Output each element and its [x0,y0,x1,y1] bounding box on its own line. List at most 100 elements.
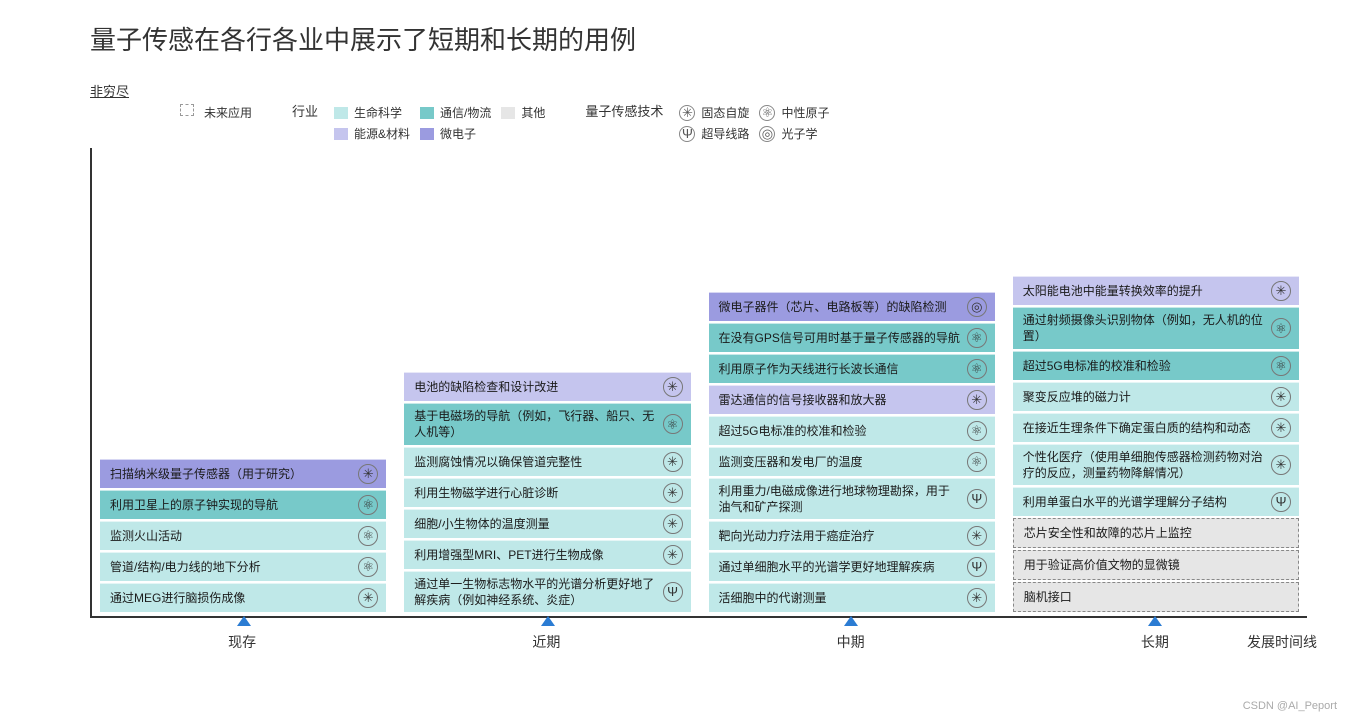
timeline-column-existing: 扫描纳米级量子传感器（用于研究）✳利用卫星上的原子钟实现的导航⚛监测火山活动⚛管… [100,459,386,612]
tech-icon: ✳ [663,514,683,534]
legend-text: 通信/物流 [440,104,491,121]
tech-icon: ◎ [967,297,987,317]
card-text: 管道/结构/电力线的地下分析 [110,559,358,575]
tech-icon: ⚛ [967,359,987,379]
card-text: 通过单细胞水平的光谱学更好地理解疾病 [719,559,967,575]
use-case-card: 通过单一生物标志物水平的光谱分析更好地了解疾病（例如神经系统、炎症）Ψ [404,571,690,612]
tech-icon: ✳ [967,526,987,546]
tech-icon: Ψ [679,126,695,142]
legend-future: 未来应用 [180,104,252,121]
legend-industry-item: 通信/物流 [420,104,491,121]
use-case-card: 监测火山活动⚛ [100,521,386,550]
card-text: 脑机接口 [1024,589,1270,605]
use-case-card: 在没有GPS信号可用时基于量子传感器的导航⚛ [709,323,995,352]
tech-icon: ⚛ [663,414,683,434]
axis-title: 发展时间线 [1247,632,1317,652]
use-case-card: 监测变压器和发电厂的温度⚛ [709,447,995,476]
legend-tech-item: ◎ 光子学 [759,125,829,142]
legend-text: 中性原子 [781,104,829,121]
tech-icon: ✳ [663,545,683,565]
subtitle: 非穷尽 [90,81,1307,100]
card-text: 利用单蛋白水平的光谱学理解分子结构 [1023,494,1271,510]
tech-icon: Ψ [967,489,987,509]
card-text: 监测腐蚀情况以确保管道完整性 [414,454,662,470]
tech-icon: ◎ [759,126,775,142]
card-text: 监测火山活动 [110,528,358,544]
use-case-card: 太阳能电池中能量转换效率的提升✳ [1013,276,1299,305]
legend-text: 生命科学 [354,104,402,121]
card-text: 基于电磁场的导航（例如，飞行器、船只、无人机等） [414,408,662,440]
legend-text: 光子学 [781,125,817,142]
card-text: 超过5G电标准的校准和检验 [719,423,967,439]
legend-tech-item: ✳ 固态自旋 [679,104,749,121]
tech-icon: Ψ [967,557,987,577]
card-text: 在接近生理条件下确定蛋白质的结构和动态 [1023,420,1271,436]
card-text: 通过单一生物标志物水平的光谱分析更好地了解疾病（例如神经系统、炎症） [414,576,662,608]
page-title: 量子传感在各行各业中展示了短期和长期的用例 [90,20,1307,57]
legend-industry-item: 生命科学 [334,104,410,121]
card-text: 监测变压器和发电厂的温度 [719,454,967,470]
card-text: 芯片安全性和故障的芯片上监控 [1024,525,1270,541]
tech-icon [1270,555,1290,575]
card-text: 个性化医疗（使用单细胞传感器检测药物对治疗的反应，测量药物降解情况） [1023,449,1271,481]
card-text: 超过5G电标准的校准和检验 [1023,358,1271,374]
use-case-card: 通过MEG进行脑损伤成像✳ [100,583,386,612]
legend-text: 其他 [521,104,545,121]
tech-icon: ✳ [679,105,695,121]
tech-icon: ✳ [358,464,378,484]
use-case-card: 电池的缺陷检查和设计改进✳ [404,372,690,401]
use-case-card: 监测腐蚀情况以确保管道完整性✳ [404,447,690,476]
use-case-card: 细胞/小生物体的温度测量✳ [404,509,690,538]
use-case-card: 活细胞中的代谢测量✳ [709,583,995,612]
use-case-card: 用于验证高价值文物的显微镜 [1013,550,1299,580]
legend-text: 固态自旋 [701,104,749,121]
card-text: 电池的缺陷检查和设计改进 [414,379,662,395]
use-case-card: 靶向光动力疗法用于癌症治疗✳ [709,521,995,550]
tech-icon: ⚛ [358,557,378,577]
tech-icon: ✳ [967,588,987,608]
use-case-card: 利用原子作为天线进行长波长通信⚛ [709,354,995,383]
legend-industries: 行业 生命科学能源&材料 通信/物流微电子 其他 [292,104,545,142]
axis-labels: 现存 近期 中期 长期 发展时间线 [90,618,1307,652]
color-swatch [420,107,434,119]
legend-industry-item: 微电子 [420,125,491,142]
use-case-card: 基于电磁场的导航（例如，飞行器、船只、无人机等）⚛ [404,403,690,444]
tech-icon: ✳ [967,390,987,410]
card-text: 扫描纳米级量子传感器（用于研究） [110,466,358,482]
axis-label: 近期 [394,632,698,652]
card-text: 聚变反应堆的磁力计 [1023,389,1271,405]
tech-icon: ⚛ [967,452,987,472]
card-text: 细胞/小生物体的温度测量 [414,516,662,532]
card-text: 微电子器件（芯片、电路板等）的缺陷检测 [719,299,967,315]
tech-icon: ✳ [663,483,683,503]
card-text: 利用重力/电磁成像进行地球物理勘探，用于油气和矿产探测 [719,483,967,515]
use-case-card: 脑机接口 [1013,582,1299,612]
tech-icon: ✳ [358,588,378,608]
card-text: 活细胞中的代谢测量 [719,590,967,606]
use-case-card: 扫描纳米级量子传感器（用于研究）✳ [100,459,386,488]
use-case-card: 通过单细胞水平的光谱学更好地理解疾病Ψ [709,552,995,581]
legend-tech: 量子传感技术 ✳固态自旋Ψ超导线路 ⚛中性原子◎光子学 [585,104,829,142]
timeline-column-mid: 微电子器件（芯片、电路板等）的缺陷检测◎在没有GPS信号可用时基于量子传感器的导… [709,292,995,612]
legend-future-label: 未来应用 [204,104,252,121]
tech-icon: ✳ [1271,418,1291,438]
card-text: 通过MEG进行脑损伤成像 [110,590,358,606]
use-case-card: 在接近生理条件下确定蛋白质的结构和动态✳ [1013,413,1299,442]
card-text: 用于验证高价值文物的显微镜 [1024,557,1270,573]
use-case-card: 利用增强型MRI、PET进行生物成像✳ [404,540,690,569]
card-text: 在没有GPS信号可用时基于量子传感器的导航 [719,330,967,346]
use-case-card: 芯片安全性和故障的芯片上监控 [1013,518,1299,548]
tech-icon: ✳ [1271,455,1291,475]
watermark: CSDN @AI_Peport [1243,700,1337,712]
card-text: 通过射频摄像头识别物体（例如，无人机的位置） [1023,312,1271,344]
tech-icon: ✳ [663,452,683,472]
color-swatch [420,128,434,140]
use-case-card: 超过5G电标准的校准和检验⚛ [709,416,995,445]
card-text: 利用生物磁学进行心脏诊断 [414,485,662,501]
use-case-card: 个性化医疗（使用单细胞传感器检测药物对治疗的反应，测量药物降解情况）✳ [1013,444,1299,485]
legend-tech-heading: 量子传感技术 [585,104,663,120]
tech-icon: ⚛ [759,105,775,121]
card-text: 雷达通信的信号接收器和放大器 [719,392,967,408]
card-text: 利用原子作为天线进行长波长通信 [719,361,967,377]
legend-industry-heading: 行业 [292,104,318,120]
